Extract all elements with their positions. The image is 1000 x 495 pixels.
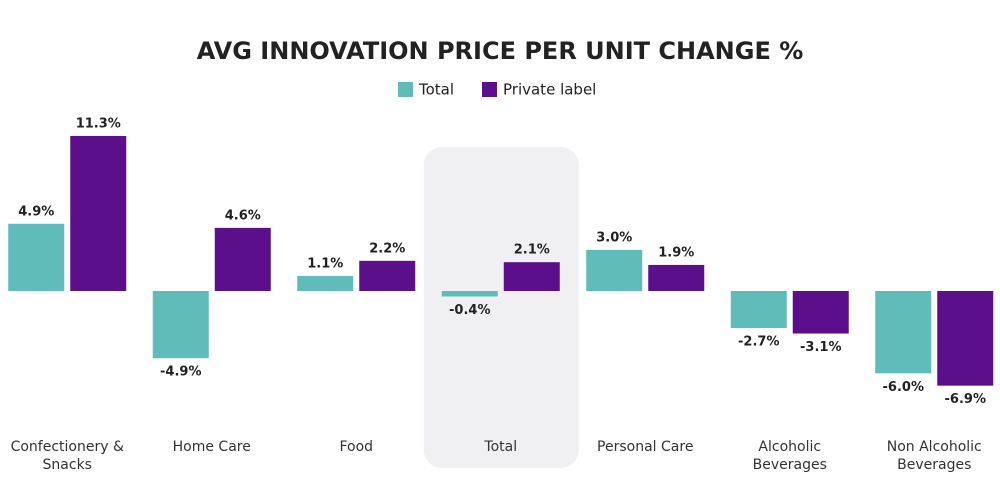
x-tick-label: Alcoholic Beverages (752, 439, 827, 473)
bar (586, 249, 643, 291)
x-tick-label: Non Alcoholic Beverages (886, 439, 982, 473)
bar (8, 223, 65, 291)
legend-swatch (482, 82, 497, 97)
value-label: 3.0% (596, 230, 632, 245)
x-tick-label: Total (484, 439, 518, 455)
bar (503, 262, 560, 291)
bar (70, 135, 127, 291)
value-label: -0.4% (449, 303, 490, 318)
legend-label: Private label (503, 81, 596, 99)
chart-title: AVG INNOVATION PRICE PER UNIT CHANGE % (197, 37, 804, 65)
bar (152, 291, 209, 359)
value-label: 1.1% (307, 256, 343, 271)
value-label: -6.0% (883, 380, 924, 395)
value-label: 4.6% (225, 208, 261, 223)
x-tick-label: Personal Care (597, 439, 694, 455)
value-label: 1.9% (658, 245, 694, 260)
bar (937, 291, 994, 386)
value-label: -4.9% (160, 365, 201, 380)
bar (730, 291, 787, 329)
bar (441, 291, 498, 297)
legend-swatch (398, 82, 413, 97)
value-label: 2.1% (514, 243, 550, 258)
value-label: -3.1% (800, 340, 841, 355)
x-tick-label: Food (339, 439, 374, 455)
value-label: -6.9% (945, 392, 986, 407)
value-label: 2.2% (369, 241, 405, 256)
highlight-band (423, 147, 579, 468)
value-label: 11.3% (76, 116, 121, 131)
bar (297, 275, 354, 291)
value-label: 4.9% (18, 204, 54, 219)
bar (648, 264, 705, 291)
legend-label: Total (418, 81, 454, 99)
bar (359, 260, 416, 291)
x-tick-label: Home Care (172, 439, 251, 455)
bar (875, 291, 932, 374)
value-label: -2.7% (738, 335, 779, 350)
x-tick-label: Confectionery & Snacks (10, 439, 124, 473)
bar (214, 227, 271, 291)
bar (792, 291, 849, 334)
